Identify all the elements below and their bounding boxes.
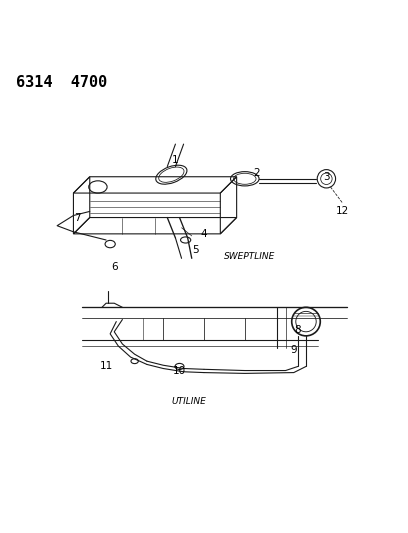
- Text: 5: 5: [193, 245, 199, 255]
- Text: 8: 8: [295, 325, 301, 335]
- Text: 6314  4700: 6314 4700: [16, 75, 108, 90]
- Text: SWEPTLINE: SWEPTLINE: [224, 252, 276, 261]
- Text: 9: 9: [290, 345, 297, 355]
- Text: 3: 3: [323, 172, 330, 182]
- Text: UTILINE: UTILINE: [171, 398, 206, 407]
- Text: 4: 4: [201, 229, 207, 239]
- Text: 2: 2: [254, 168, 260, 177]
- Text: 1: 1: [172, 156, 179, 165]
- Text: 10: 10: [173, 366, 186, 376]
- Text: 11: 11: [100, 361, 113, 372]
- Text: 12: 12: [336, 206, 349, 216]
- Text: 6: 6: [111, 262, 118, 271]
- Text: 7: 7: [74, 213, 81, 223]
